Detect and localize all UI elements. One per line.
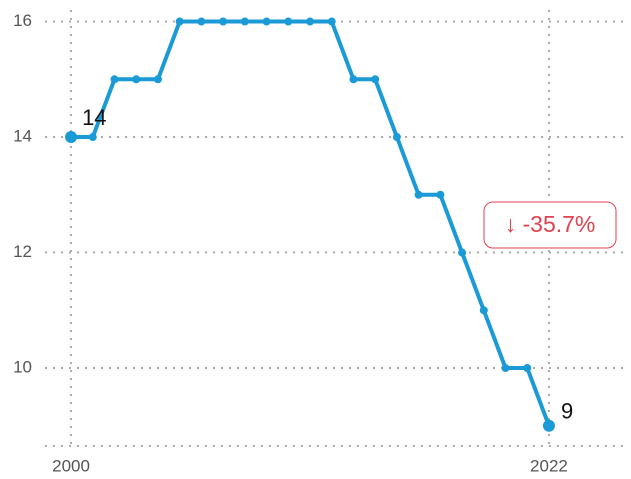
point: [88, 133, 97, 142]
point: [219, 17, 228, 26]
annotation: ↓ -35.7%: [505, 211, 596, 237]
point: [197, 17, 206, 26]
value-label: 14: [82, 105, 106, 130]
point: [175, 17, 184, 26]
point: [414, 190, 423, 199]
point: [392, 133, 401, 142]
y-tick-label: 12: [13, 242, 32, 261]
point: [240, 17, 249, 26]
line: [71, 19, 551, 427]
point: [501, 364, 510, 373]
point: [284, 17, 293, 26]
point: [153, 75, 162, 84]
x-tick-label: 2000: [52, 456, 90, 475]
point: [327, 17, 336, 26]
point: [110, 75, 119, 84]
point: [523, 364, 532, 373]
point: [65, 131, 78, 144]
annotation-box: [483, 201, 617, 249]
point: [542, 419, 555, 432]
point: [458, 248, 467, 257]
point: [306, 17, 315, 26]
y-tick-label: 10: [13, 358, 32, 377]
point: [132, 75, 141, 84]
point: [371, 75, 380, 84]
value-label: 9: [561, 399, 573, 424]
x-tick-label: 2022: [530, 456, 568, 475]
point: [479, 306, 488, 315]
y-tick-label: 14: [13, 127, 32, 146]
y-tick-label: 16: [13, 11, 32, 30]
point: [349, 75, 358, 84]
point: [262, 17, 271, 26]
point: [436, 190, 445, 199]
